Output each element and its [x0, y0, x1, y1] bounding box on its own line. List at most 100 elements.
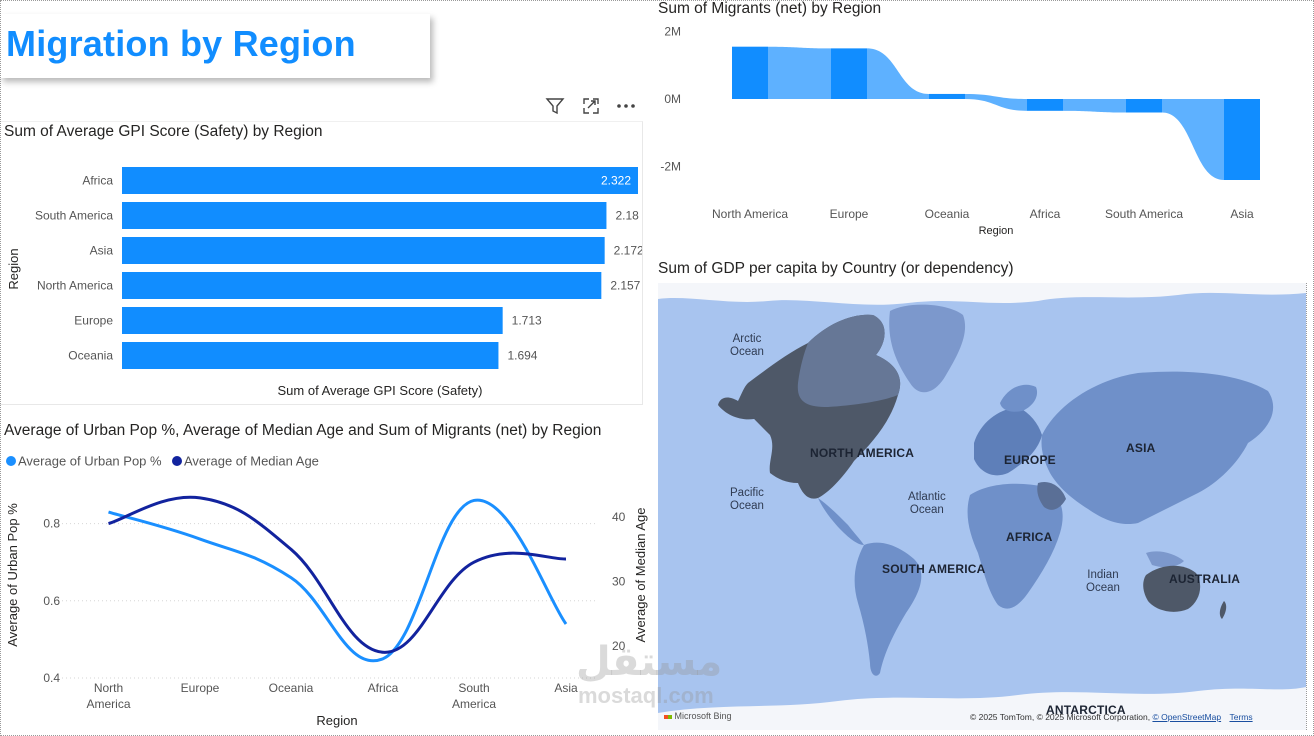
ribbon-connector	[768, 46, 831, 99]
bar-chart-visual[interactable]: Sum of Average GPI Score (Safety) by Reg…	[0, 121, 642, 403]
bar-y-axis-label: Region	[6, 248, 21, 289]
africa-shape	[967, 483, 1063, 609]
indian-ocean-label: Indian Ocean	[1086, 569, 1120, 594]
ribbon-category-label: Europe	[830, 207, 869, 221]
africa-label: AFRICA	[1006, 530, 1053, 544]
right-axis-tick: 20	[612, 639, 626, 653]
ribbon-connector	[965, 93, 1027, 111]
legend-marker-median-age	[172, 456, 182, 466]
ribbon-chart-svg: 2M 0M -2M North America Europe Oceania Africa S…	[660, 25, 1260, 237]
bar-1	[122, 202, 607, 229]
greenland-shape	[889, 304, 966, 393]
ribbon-y-tick: 0M	[664, 92, 681, 106]
line-x-axis-label: Region	[316, 713, 357, 728]
europe-label: EUROPE	[1004, 453, 1056, 467]
ribbon-connector	[1063, 99, 1126, 113]
bar-category-label: Europe	[74, 314, 113, 328]
bar-data-label: 2.157	[610, 279, 640, 293]
south-america-label: SOUTH AMERICA	[882, 562, 986, 576]
bar-chart-title: Sum of Average GPI Score (Safety) by Reg…	[4, 123, 323, 140]
central-america-shape	[818, 498, 864, 545]
alaska-shape	[718, 397, 755, 420]
terms-link[interactable]: Terms	[1229, 712, 1253, 722]
ribbon-bar-4	[1126, 99, 1162, 113]
left-axis-tick: 0.4	[43, 671, 60, 685]
ribbon-category-label: Asia	[1230, 207, 1254, 221]
ribbon-connector	[1162, 99, 1224, 180]
right-axis-tick: 40	[612, 510, 626, 524]
antarctica-shape	[658, 687, 1306, 730]
ribbon-chart-visual[interactable]: Sum of Migrants (net) by Region 2M 0M -2M N…	[654, 0, 1314, 250]
page-title: Migration by Region	[6, 23, 356, 64]
ribbon-chart-title: Sum of Migrants (net) by Region	[658, 0, 882, 17]
bar-category-label: Oceania	[68, 349, 113, 363]
bar-data-label: 2.322	[601, 174, 631, 188]
watermark: مستقل mostaql.com	[576, 640, 723, 708]
line-category-label: South	[458, 681, 489, 695]
line-category-label: Oceania	[269, 681, 314, 695]
left-axis-tick: 0.8	[43, 517, 60, 531]
ribbon-y-tick: 2M	[664, 25, 681, 39]
indonesia-shape	[1146, 551, 1184, 568]
ribbon-category-label: North America	[712, 207, 788, 221]
bar-category-label: Asia	[90, 244, 114, 258]
line-y-axis-right-label: Average of Median Age	[633, 508, 648, 643]
legend-marker-urban-pop	[6, 456, 16, 466]
asia-shape	[1041, 371, 1274, 525]
legend-label-median-age: Average of Median Age	[184, 454, 319, 469]
title-card: Migration by Region	[0, 14, 430, 78]
map-attribution: © 2025 TomTom, © 2025 Microsoft Corporat…	[970, 712, 1253, 722]
atlantic-ocean-label: Atlantic Ocean	[908, 491, 946, 516]
bar-category-label: South America	[35, 209, 113, 223]
filter-icon[interactable]	[544, 96, 566, 121]
ribbon-y-tick: -2M	[660, 160, 681, 174]
ribbon-connector	[867, 48, 929, 99]
bar-data-label: 2.172	[614, 244, 642, 258]
south-america-shape	[854, 542, 922, 676]
openstreetmap-link[interactable]: © OpenStreetMap	[1152, 712, 1222, 722]
ribbon-category-label: South America	[1105, 207, 1183, 221]
scandinavia-shape	[1000, 384, 1038, 412]
visual-header-icons	[544, 96, 644, 118]
bar-category-label: North America	[37, 279, 113, 293]
line-y-axis-left-label: Average of Urban Pop %	[5, 503, 20, 647]
australia-label: AUSTRALIA	[1169, 572, 1241, 586]
arctic-ocean-label: Arctic Ocean	[730, 333, 764, 358]
australia-shape	[1143, 565, 1201, 612]
line-chart-visual[interactable]: Average of Urban Pop %, Average of Media…	[0, 420, 652, 736]
north-america-label: NORTH AMERICA	[810, 446, 915, 460]
series-line-urban-pop	[108, 498, 568, 663]
ribbon-bar-5	[1224, 99, 1260, 180]
bing-logo: Microsoft Bing	[664, 711, 732, 721]
bar-2	[122, 237, 605, 264]
bar-0	[122, 167, 638, 194]
map-canvas[interactable]: Arctic Ocean Pacific Ocean Atlantic Ocea…	[658, 283, 1307, 730]
bar-x-axis-label: Sum of Average GPI Score (Safety)	[278, 383, 483, 398]
left-axis-tick: 0.6	[43, 594, 60, 608]
bar-3	[122, 272, 602, 299]
ribbon-bar-0	[732, 46, 768, 99]
more-options-icon[interactable]	[614, 96, 638, 121]
canada-shape	[797, 314, 901, 407]
focus-mode-icon[interactable]	[580, 96, 602, 121]
ribbon-bar-1	[831, 48, 867, 99]
bar-data-label: 2.18	[615, 209, 639, 223]
ribbon-category-label: Oceania	[925, 207, 970, 221]
ribbon-bar-2	[929, 93, 965, 99]
line-category-label: Africa	[368, 681, 399, 695]
map-visual[interactable]: Sum of GDP per capita by Country (or dep…	[654, 258, 1310, 734]
right-axis-tick: 30	[612, 575, 626, 589]
arctic-ice	[658, 283, 1306, 305]
ribbon-category-label: Africa	[1030, 207, 1061, 221]
line-category-label: North	[94, 681, 123, 695]
legend-label-urban-pop: Average of Urban Pop %	[18, 454, 162, 469]
line-category-label: Asia	[554, 681, 578, 695]
europe-shape	[974, 407, 1042, 476]
bar-4	[122, 307, 503, 334]
pacific-ocean-label: Pacific Ocean	[730, 487, 764, 512]
new-zealand-shape	[1219, 601, 1227, 619]
bar-category-label: Africa	[82, 174, 113, 188]
line-category-label: Europe	[181, 681, 220, 695]
bar-data-label: 1.713	[512, 314, 542, 328]
